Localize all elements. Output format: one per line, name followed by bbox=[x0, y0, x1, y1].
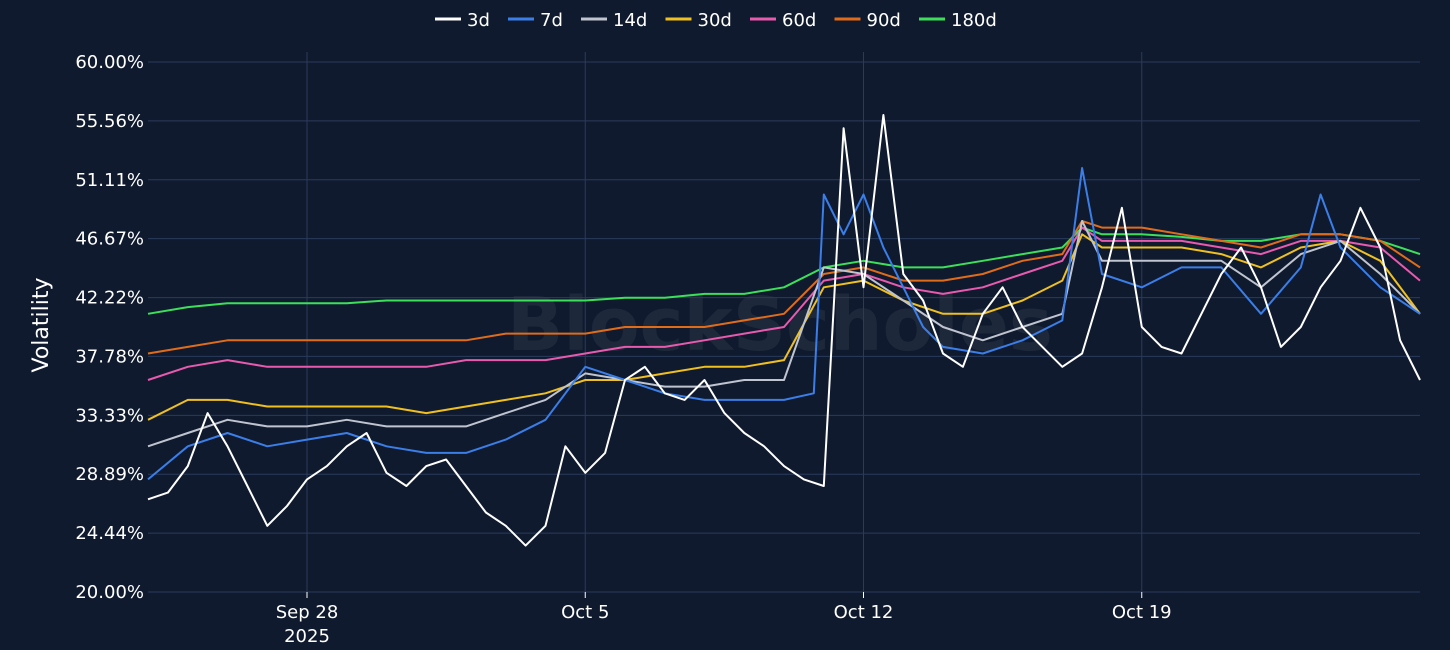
legend-item-7d[interactable]: 7d bbox=[508, 10, 563, 31]
series-line-3d bbox=[147, 114, 1421, 547]
legend-item-90d[interactable]: 90d bbox=[834, 10, 901, 31]
y-tick-label: 51.11% bbox=[75, 170, 144, 191]
x-tick-sublabel: 2025 bbox=[284, 626, 330, 647]
x-tick-label: Oct 19 bbox=[1112, 602, 1172, 623]
legend-label: 90d bbox=[867, 10, 901, 31]
x-tick-label: Oct 12 bbox=[834, 602, 894, 623]
legend-item-30d[interactable]: 30d bbox=[665, 10, 732, 31]
legend-label: 7d bbox=[540, 10, 563, 31]
series-line-180d bbox=[147, 226, 1421, 315]
y-tick-label: 46.67% bbox=[75, 229, 144, 250]
y-tick-label: 20.00% bbox=[75, 582, 144, 603]
y-axis: 20.00% 24.44% 28.89% 33.33% 37.78% 42.22% 46.6… bbox=[75, 52, 144, 603]
y-axis-title: Volatility bbox=[29, 277, 54, 372]
series-line-60d bbox=[147, 226, 1421, 381]
series-line-7d bbox=[147, 167, 1421, 481]
legend-label: 30d bbox=[698, 10, 732, 31]
legend-label: 3d bbox=[467, 10, 490, 31]
series-line-14d bbox=[147, 220, 1421, 448]
y-tick-label: 55.56% bbox=[75, 111, 144, 132]
y-tick-label: 37.78% bbox=[75, 346, 144, 367]
legend[interactable]: 3d 7d 14d 30d 60d 90d 180d bbox=[435, 10, 997, 31]
y-tick-label: 60.00% bbox=[75, 52, 144, 73]
legend-label: 180d bbox=[951, 10, 997, 31]
legend-label: 14d bbox=[613, 10, 647, 31]
y-tick-label: 24.44% bbox=[75, 523, 144, 544]
y-tick-label: 28.89% bbox=[75, 464, 144, 485]
x-tick-label: Sep 28 bbox=[276, 602, 339, 623]
legend-item-3d[interactable]: 3d bbox=[435, 10, 490, 31]
y-tick-label: 33.33% bbox=[75, 405, 144, 426]
legend-item-60d[interactable]: 60d bbox=[750, 10, 816, 31]
x-tick-label: Oct 5 bbox=[561, 602, 609, 623]
legend-item-14d[interactable]: 14d bbox=[581, 10, 647, 31]
x-axis: Sep 28 2025 Oct 5 Oct 12 Oct 19 bbox=[276, 592, 1172, 647]
legend-label: 60d bbox=[782, 10, 816, 31]
legend-item-180d[interactable]: 180d bbox=[919, 10, 997, 31]
watermark: BlockScholes bbox=[507, 282, 1053, 368]
y-tick-label: 42.22% bbox=[75, 288, 144, 309]
series-line-90d bbox=[147, 220, 1421, 355]
series-lines bbox=[147, 114, 1421, 547]
